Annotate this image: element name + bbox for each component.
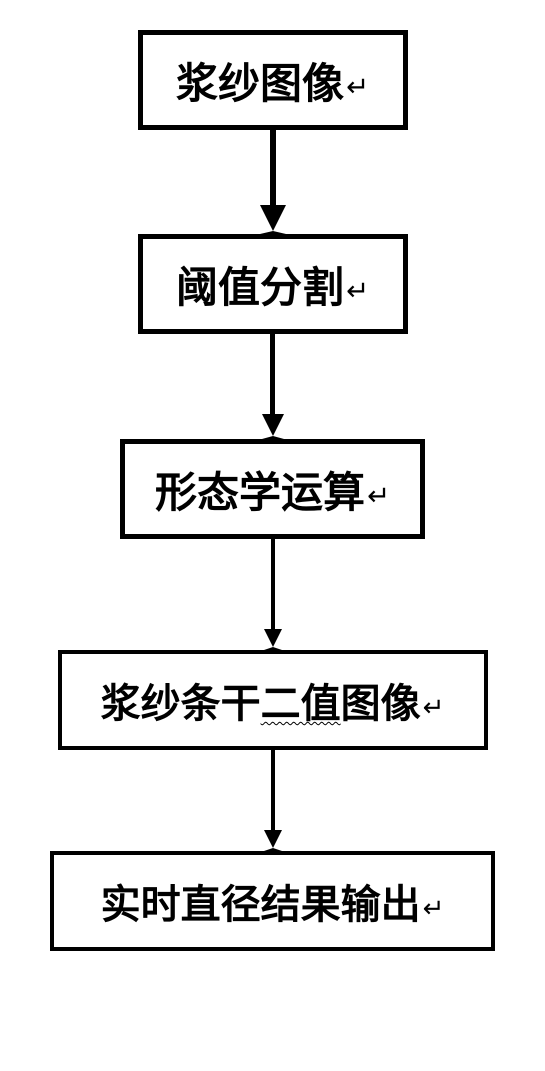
arrow-line <box>271 539 275 629</box>
arrow-head-icon <box>264 629 282 650</box>
node-threshold-seg: 阈值分割↵ <box>138 234 408 334</box>
label-text: 阈值分割 <box>176 266 344 312</box>
return-mark-icon: ↵ <box>367 481 390 511</box>
arrow-head-icon <box>262 414 284 439</box>
return-mark-icon: ↵ <box>346 276 369 306</box>
arrow-line <box>270 334 275 414</box>
node-input-image: 浆纱图像↵ <box>138 30 408 130</box>
node-label: 浆纱条干二值图像↵ <box>101 671 445 729</box>
node-label: 形态学运算↵ <box>155 459 390 520</box>
arrow-4 <box>264 750 282 851</box>
label-text: 浆纱条干 <box>101 681 261 726</box>
node-output: 实时直径结果输出↵ <box>50 851 495 951</box>
arrow-2 <box>262 334 284 439</box>
wavy-text: 二值 <box>261 681 341 726</box>
node-binary-image: 浆纱条干二值图像↵ <box>58 650 488 750</box>
arrow-head-icon <box>264 830 282 851</box>
arrow-1 <box>260 130 286 234</box>
return-mark-icon: ↵ <box>423 693 445 722</box>
label-text: 形态学运算 <box>155 471 365 517</box>
node-morphology: 形态学运算↵ <box>120 439 425 539</box>
return-mark-icon: ↵ <box>423 894 445 923</box>
label-text-after: 图像 <box>341 681 421 726</box>
label-text: 浆纱图像 <box>176 62 344 108</box>
flowchart-container: 浆纱图像↵ 阈值分割↵ 形态学运算↵ 浆纱条干二值图像↵ 实时直径结果输出↵ <box>50 30 495 951</box>
label-text: 实时直径结果输出 <box>101 882 421 927</box>
node-label: 浆纱图像↵ <box>176 50 369 111</box>
arrow-3 <box>264 539 282 650</box>
return-mark-icon: ↵ <box>346 72 369 102</box>
node-label: 实时直径结果输出↵ <box>101 872 445 930</box>
arrow-head-icon <box>260 205 286 234</box>
arrow-line <box>271 750 275 830</box>
arrow-line <box>270 130 276 205</box>
node-label: 阈值分割↵ <box>176 254 369 315</box>
